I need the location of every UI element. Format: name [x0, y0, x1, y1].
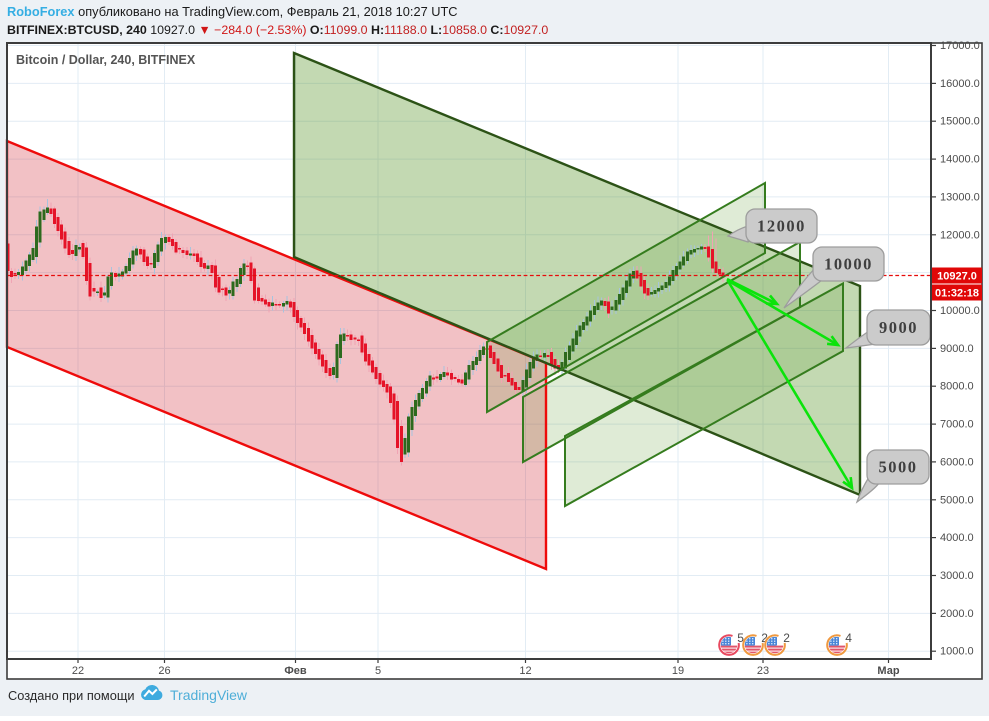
svg-text:BITFINEX:BTCUSD, 240 10927.0 ▼: BITFINEX:BTCUSD, 240 10927.0 ▼ −284.0 (−…	[7, 23, 548, 37]
svg-text:14000.0: 14000.0	[940, 154, 980, 166]
svg-text:1000.0: 1000.0	[940, 646, 974, 658]
svg-text:16000.0: 16000.0	[940, 78, 980, 90]
svg-text:23: 23	[757, 665, 769, 677]
svg-text:5000: 5000	[879, 458, 918, 477]
svg-text:9000: 9000	[879, 318, 918, 337]
svg-text:TradingView: TradingView	[170, 687, 248, 703]
svg-text:17000.0: 17000.0	[940, 40, 980, 52]
svg-text:12000.0: 12000.0	[940, 229, 980, 241]
svg-text:5000.0: 5000.0	[940, 494, 974, 506]
svg-text:15000.0: 15000.0	[940, 116, 980, 128]
svg-text:7000.0: 7000.0	[940, 419, 974, 431]
svg-text:19: 19	[672, 665, 684, 677]
svg-text:Мар: Мар	[877, 665, 899, 677]
svg-text:4000.0: 4000.0	[940, 532, 974, 544]
svg-text:9000.0: 9000.0	[940, 343, 974, 355]
svg-text:13000.0: 13000.0	[940, 191, 980, 203]
svg-text:12: 12	[519, 665, 531, 677]
svg-text:Фев: Фев	[284, 665, 307, 677]
svg-text:8000.0: 8000.0	[940, 381, 974, 393]
svg-text:2: 2	[783, 631, 790, 645]
svg-text:10000.0: 10000.0	[940, 305, 980, 317]
svg-text:01:32:18: 01:32:18	[935, 288, 979, 300]
svg-text:12000: 12000	[757, 217, 806, 236]
svg-text:3000.0: 3000.0	[940, 570, 974, 582]
svg-text:6000.0: 6000.0	[940, 456, 974, 468]
svg-text:4: 4	[845, 631, 852, 645]
svg-text:22: 22	[72, 665, 84, 677]
svg-text:2000.0: 2000.0	[940, 608, 974, 620]
svg-text:26: 26	[158, 665, 170, 677]
svg-text:10927.0: 10927.0	[937, 271, 977, 283]
svg-text:RoboForex опубликовано на Trad: RoboForex опубликовано на TradingView.co…	[7, 4, 458, 19]
svg-text:5: 5	[375, 665, 381, 677]
svg-text:5: 5	[737, 631, 744, 645]
svg-text:Bitcoin / Dollar, 240, BITFINE: Bitcoin / Dollar, 240, BITFINEX	[16, 53, 196, 67]
svg-text:Создано при помощи: Создано при помощи	[8, 688, 135, 703]
svg-text:2: 2	[761, 631, 768, 645]
svg-text:10000: 10000	[824, 255, 873, 274]
